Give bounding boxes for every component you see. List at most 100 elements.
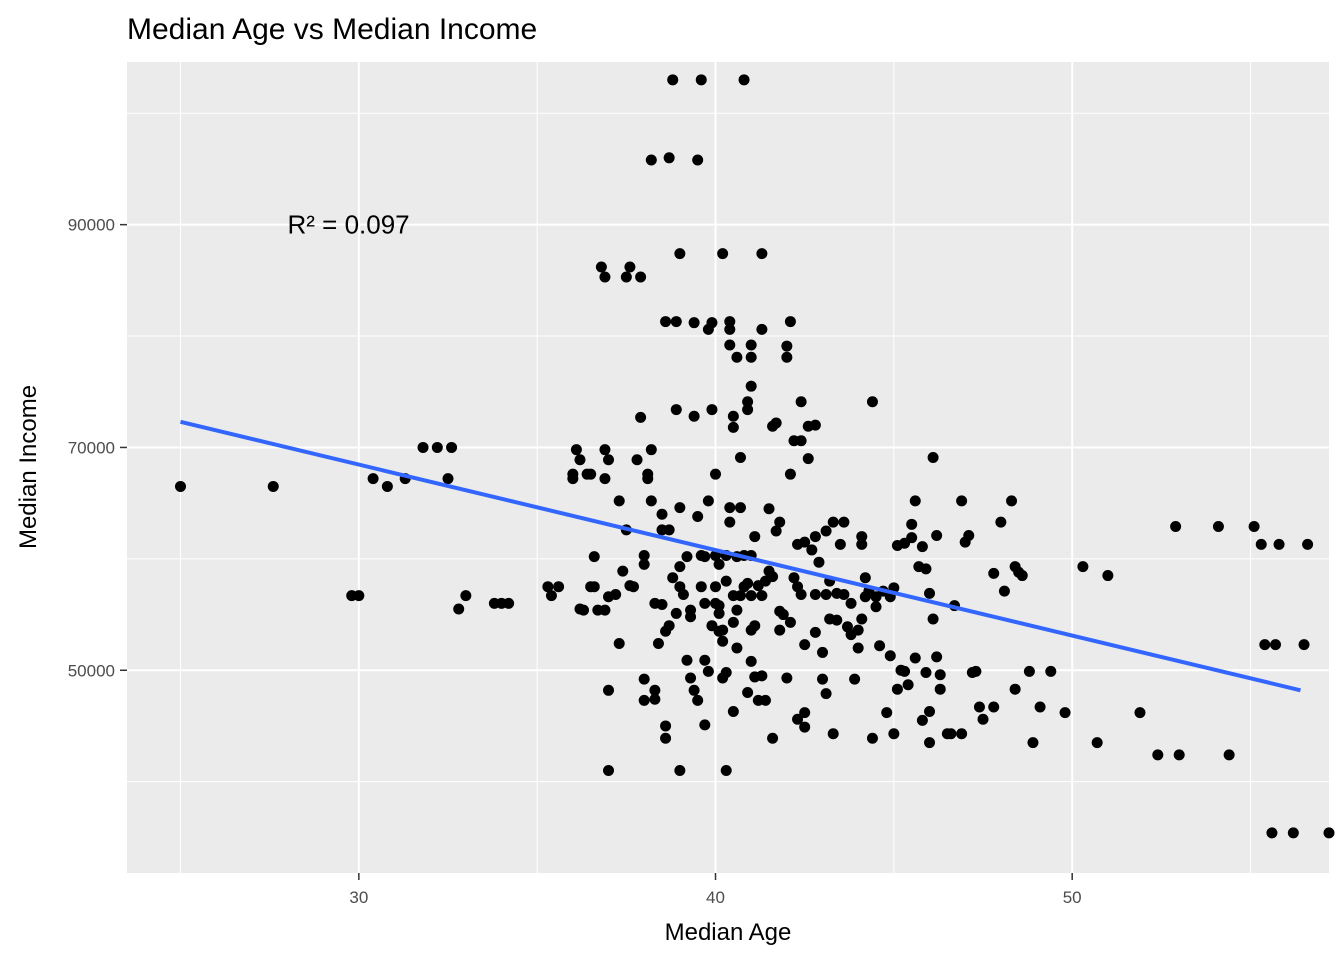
data-point xyxy=(931,529,943,541)
data-point xyxy=(442,473,454,485)
data-point xyxy=(713,558,725,570)
data-point xyxy=(916,541,928,553)
data-point xyxy=(813,556,825,568)
data-point xyxy=(856,538,868,550)
data-point xyxy=(767,732,779,744)
data-point xyxy=(1259,639,1271,651)
data-point xyxy=(731,604,743,616)
data-point xyxy=(774,624,786,636)
data-point xyxy=(545,590,557,602)
data-point xyxy=(727,421,739,433)
data-point xyxy=(267,480,279,492)
data-point xyxy=(710,468,722,480)
data-point xyxy=(909,495,921,507)
data-point xyxy=(767,571,779,583)
data-point xyxy=(995,516,1007,528)
data-point xyxy=(934,669,946,681)
data-point xyxy=(770,525,782,537)
data-point xyxy=(920,563,932,575)
data-point xyxy=(645,444,657,456)
data-point xyxy=(631,454,643,466)
data-point xyxy=(603,454,615,466)
data-point xyxy=(784,468,796,480)
data-point xyxy=(891,683,903,695)
data-point xyxy=(866,732,878,744)
plot-panel xyxy=(127,62,1329,873)
data-point xyxy=(927,613,939,625)
data-point xyxy=(588,581,600,593)
data-point xyxy=(927,451,939,463)
data-point xyxy=(674,561,686,573)
data-point xyxy=(1023,665,1035,677)
data-point xyxy=(809,588,821,600)
data-point xyxy=(627,581,639,593)
data-point xyxy=(595,261,607,273)
data-point xyxy=(1170,521,1182,533)
data-point xyxy=(834,538,846,550)
data-point xyxy=(588,551,600,563)
data-point xyxy=(570,444,582,456)
data-point xyxy=(663,620,675,632)
data-point xyxy=(599,271,611,283)
data-point xyxy=(670,607,682,619)
data-point xyxy=(1102,570,1114,582)
data-point xyxy=(809,419,821,431)
data-point xyxy=(638,673,650,685)
data-point xyxy=(924,737,936,749)
data-point xyxy=(695,74,707,86)
data-point xyxy=(838,588,850,600)
data-point xyxy=(724,323,736,335)
data-point xyxy=(756,323,768,335)
data-point xyxy=(553,581,565,593)
data-point xyxy=(831,614,843,626)
data-point xyxy=(702,665,714,677)
data-point xyxy=(1223,749,1235,761)
data-point xyxy=(660,316,672,328)
data-point xyxy=(638,550,650,562)
data-point xyxy=(795,435,807,447)
data-point xyxy=(699,719,711,731)
y-tick-label: 50000 xyxy=(68,661,115,680)
data-point xyxy=(713,600,725,612)
data-point xyxy=(720,765,732,777)
data-point xyxy=(713,607,725,619)
data-point xyxy=(674,502,686,514)
data-point xyxy=(866,396,878,408)
data-point xyxy=(781,351,793,363)
data-point xyxy=(924,587,936,599)
data-point xyxy=(1269,639,1281,651)
data-point xyxy=(688,410,700,422)
x-tick-label: 50 xyxy=(1063,888,1082,907)
data-point xyxy=(667,572,679,584)
data-point xyxy=(638,694,650,706)
data-point xyxy=(734,502,746,514)
data-point xyxy=(446,441,458,453)
data-point xyxy=(906,518,918,530)
data-point xyxy=(906,532,918,544)
data-point xyxy=(749,531,761,543)
data-point xyxy=(685,604,697,616)
data-point xyxy=(817,646,829,658)
data-point xyxy=(431,441,443,453)
x-tick-label: 30 xyxy=(349,888,368,907)
data-point xyxy=(1152,749,1164,761)
data-point xyxy=(899,665,911,677)
data-point xyxy=(667,74,679,86)
data-point xyxy=(956,728,968,740)
r-squared-annotation: R² = 0.097 xyxy=(288,210,410,240)
data-point xyxy=(645,154,657,166)
data-point xyxy=(770,417,782,429)
data-point xyxy=(881,707,893,719)
x-axis-ticks: 30 40 50 xyxy=(349,873,1082,907)
data-point xyxy=(788,572,800,584)
data-point xyxy=(820,588,832,600)
data-point xyxy=(670,404,682,416)
data-point xyxy=(795,588,807,600)
data-point xyxy=(781,340,793,352)
data-point xyxy=(692,154,704,166)
data-point xyxy=(699,654,711,666)
data-point xyxy=(692,511,704,523)
data-point xyxy=(934,683,946,695)
data-point xyxy=(717,624,729,636)
data-point xyxy=(1134,707,1146,719)
